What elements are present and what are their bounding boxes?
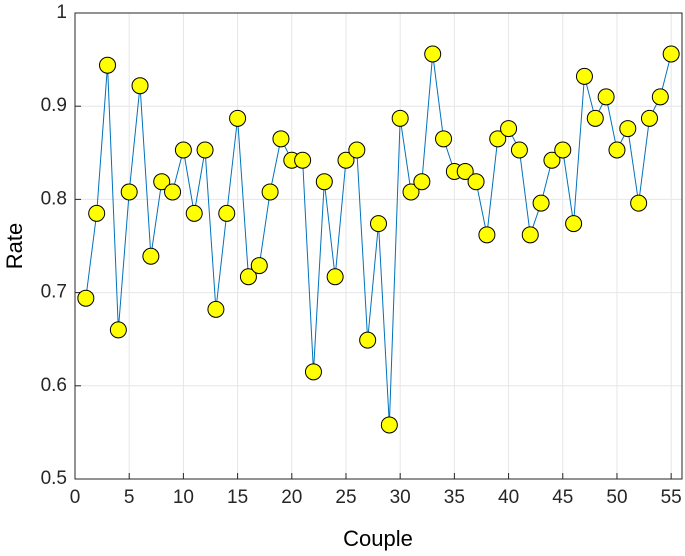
x-tick-label: 5 bbox=[124, 487, 135, 508]
data-point bbox=[337, 151, 355, 169]
data-point bbox=[521, 226, 539, 244]
data-point bbox=[250, 257, 268, 275]
data-point bbox=[261, 183, 279, 201]
data-point bbox=[88, 204, 106, 222]
x-axis-label: Couple bbox=[343, 526, 413, 551]
y-tick-label: 0.6 bbox=[41, 375, 67, 396]
data-point bbox=[229, 109, 247, 127]
data-point bbox=[174, 141, 192, 159]
data-point bbox=[153, 173, 171, 191]
data-point bbox=[424, 45, 442, 63]
data-point bbox=[608, 141, 626, 159]
x-tick-label: 55 bbox=[661, 487, 682, 508]
data-point bbox=[435, 130, 453, 148]
data-point bbox=[185, 204, 203, 222]
x-tick-label: 25 bbox=[335, 487, 356, 508]
data-point bbox=[164, 183, 182, 201]
x-tick-label: 35 bbox=[444, 487, 465, 508]
data-point bbox=[651, 88, 669, 106]
data-point bbox=[239, 268, 257, 286]
y-tick-label: 0.8 bbox=[41, 188, 67, 209]
data-point bbox=[380, 416, 398, 434]
y-tick-label: 0.5 bbox=[41, 468, 67, 489]
data-point bbox=[554, 141, 572, 159]
data-point bbox=[359, 331, 377, 349]
x-tick-label: 20 bbox=[281, 487, 302, 508]
data-point bbox=[619, 120, 637, 138]
data-point bbox=[218, 204, 236, 222]
data-point bbox=[489, 130, 507, 148]
data-point bbox=[391, 109, 409, 127]
y-tick-label: 0.9 bbox=[41, 95, 67, 116]
data-point bbox=[478, 226, 496, 244]
x-tick-label: 40 bbox=[498, 487, 519, 508]
data-point bbox=[575, 67, 593, 85]
data-point bbox=[120, 183, 138, 201]
y-axis-label: Rate bbox=[2, 223, 27, 269]
x-tick-label: 15 bbox=[227, 487, 248, 508]
data-point bbox=[370, 215, 387, 233]
data-point bbox=[630, 194, 648, 212]
data-point bbox=[456, 162, 474, 180]
data-point bbox=[500, 120, 518, 138]
data-point bbox=[413, 173, 431, 191]
x-tick-label: 30 bbox=[390, 487, 411, 508]
data-point bbox=[640, 109, 658, 127]
data-point bbox=[131, 77, 149, 95]
data-point bbox=[109, 321, 127, 339]
y-tick-label: 0.7 bbox=[41, 282, 67, 303]
data-point bbox=[543, 151, 561, 169]
data-point bbox=[99, 56, 117, 74]
data-point bbox=[294, 151, 312, 169]
data-point bbox=[207, 300, 225, 318]
x-tick-label: 45 bbox=[552, 487, 573, 508]
y-tick-label: 1 bbox=[56, 2, 67, 23]
data-point bbox=[315, 173, 333, 191]
data-point bbox=[467, 173, 485, 191]
data-point bbox=[142, 247, 160, 265]
plot-frame bbox=[74, 12, 683, 480]
data-point bbox=[77, 289, 95, 307]
data-point bbox=[304, 363, 322, 381]
data-point bbox=[565, 215, 583, 233]
x-tick-label: 10 bbox=[173, 487, 194, 508]
data-point bbox=[532, 194, 550, 212]
data-point bbox=[326, 268, 344, 286]
data-point bbox=[348, 141, 366, 159]
x-tick-label: 0 bbox=[70, 487, 81, 508]
data-point bbox=[662, 45, 680, 63]
data-point bbox=[196, 141, 214, 159]
data-point bbox=[272, 130, 290, 148]
data-point bbox=[402, 183, 420, 201]
data-point bbox=[597, 88, 615, 106]
data-point bbox=[510, 141, 528, 159]
x-tick-label: 50 bbox=[606, 487, 627, 508]
data-point bbox=[586, 109, 604, 127]
